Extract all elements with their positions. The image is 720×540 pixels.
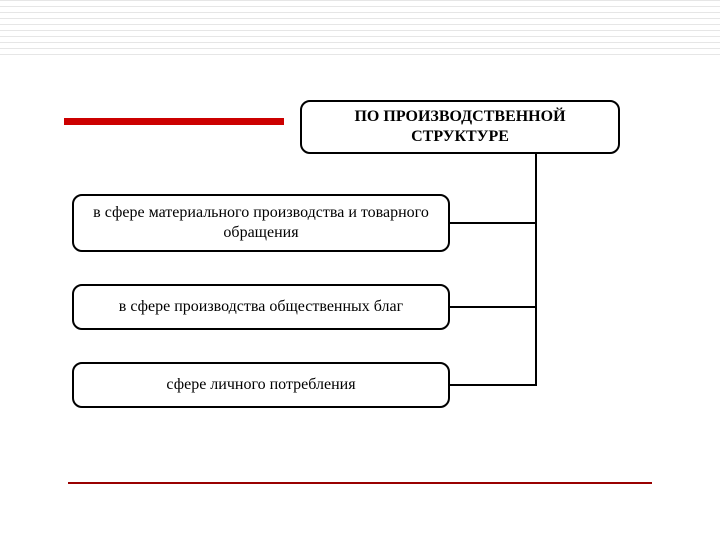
connector-branch-3 — [450, 384, 536, 386]
root-node: ПО ПРОИЗВОДСТВЕННОЙ СТРУКТУРЕ — [300, 100, 620, 154]
footer-line — [68, 482, 652, 484]
root-label: ПО ПРОИЗВОДСТВЕННОЙ СТРУКТУРЕ — [312, 107, 608, 147]
connector-trunk — [535, 154, 537, 386]
red-accent-bar — [64, 118, 284, 125]
diagram-canvas: ПО ПРОИЗВОДСТВЕННОЙ СТРУКТУРЕ в сфере ма… — [0, 0, 720, 540]
child-label-1: в сфере материального производства и тов… — [84, 203, 438, 243]
child-label-2: в сфере производства общественных благ — [119, 297, 403, 317]
child-node-1: в сфере материального производства и тов… — [72, 194, 450, 252]
child-label-3: сфере личного потребления — [166, 375, 355, 395]
connector-branch-1 — [450, 222, 536, 224]
child-node-3: сфере личного потребления — [72, 362, 450, 408]
connector-branch-2 — [450, 306, 536, 308]
child-node-2: в сфере производства общественных благ — [72, 284, 450, 330]
